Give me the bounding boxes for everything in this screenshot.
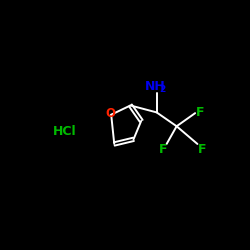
Text: HCl: HCl [52,125,76,138]
Text: F: F [198,143,206,156]
Text: NH: NH [145,80,166,94]
Text: F: F [158,143,167,156]
Text: 2: 2 [160,85,166,94]
Text: F: F [196,106,204,119]
Text: O: O [106,107,116,120]
